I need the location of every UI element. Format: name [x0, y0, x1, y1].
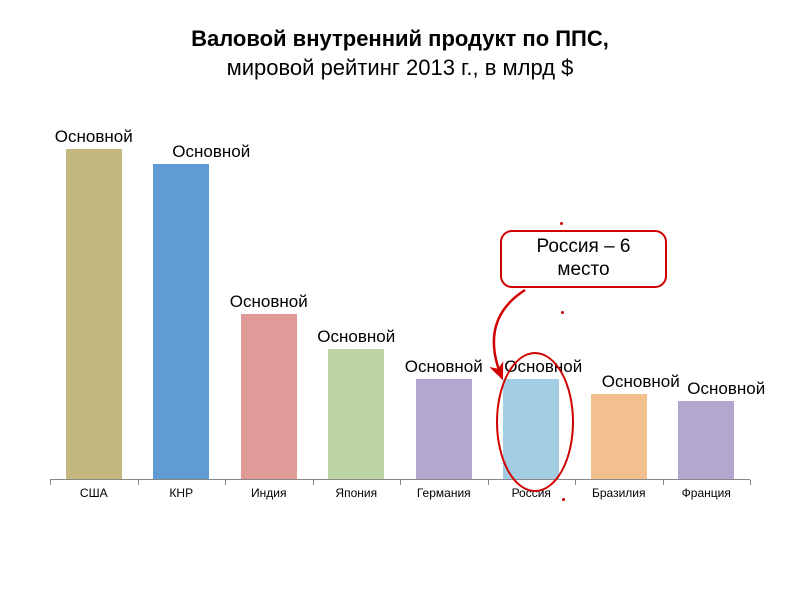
bar-Индия [241, 314, 297, 479]
bar-КНР [153, 164, 209, 479]
callout-line-2: место [557, 259, 609, 280]
x-label-Бразилия: Бразилия [592, 486, 646, 500]
marker-dot [560, 222, 563, 225]
bar-label-Япония: Основной [317, 327, 395, 347]
x-label-Франция: Франция [682, 486, 731, 500]
bar-Бразилия [591, 394, 647, 479]
tick [313, 480, 314, 485]
bar-label-Бразилия: Основной [602, 372, 680, 392]
tick [663, 480, 664, 485]
chart-area: Основной США Основной КНР Основной Индия Основ… [50, 120, 750, 500]
x-label-КНР: КНР [169, 486, 193, 500]
title-line-1: Валовой внутренний продукт по ППС, [191, 26, 609, 51]
chart-title: Валовой внутренний продукт по ППС, миров… [0, 25, 800, 82]
x-label-США: США [80, 486, 108, 500]
tick [575, 480, 576, 485]
bar-label-Индия: Основной [230, 292, 308, 312]
bar-label-Германия: Основной [405, 357, 483, 377]
tick [138, 480, 139, 485]
highlight-ellipse [496, 352, 574, 492]
bar-Франция [678, 401, 734, 479]
x-label-Япония: Япония [335, 486, 377, 500]
tick [50, 480, 51, 485]
title-line-2: мировой рейтинг 2013 г., в млрд $ [227, 55, 574, 80]
tick [750, 480, 751, 485]
bar-label-КНР: Основной [172, 142, 250, 162]
bar-США [66, 149, 122, 479]
bar-Япония [328, 349, 384, 479]
tick [400, 480, 401, 485]
x-label-Германия: Германия [417, 486, 471, 500]
marker-dot [561, 311, 564, 314]
tick [488, 480, 489, 485]
tick [225, 480, 226, 485]
bar-label-Франция: Основной [687, 379, 765, 399]
marker-dot [562, 498, 565, 501]
bar-Германия [416, 379, 472, 479]
bar-label-США: Основной [55, 127, 133, 147]
x-label-Индия: Индия [251, 486, 286, 500]
callout-russia: Россия – 6 место [500, 230, 667, 288]
callout-line-1: Россия – 6 [537, 236, 631, 257]
